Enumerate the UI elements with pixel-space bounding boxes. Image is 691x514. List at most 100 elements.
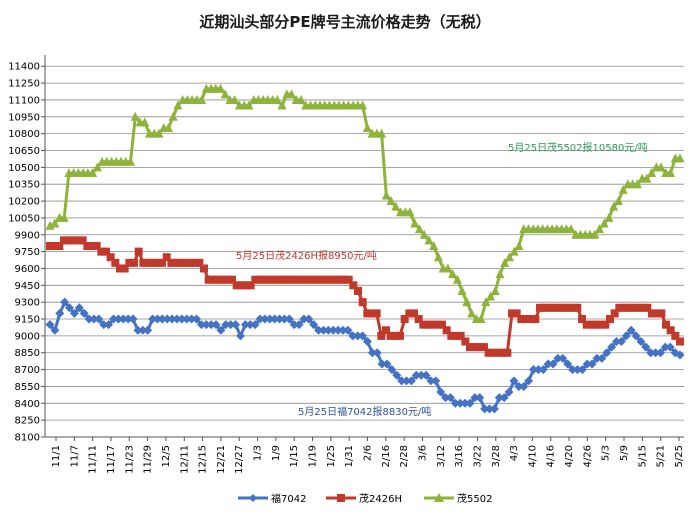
x-tick-label: 1/31 (344, 445, 355, 467)
data-point (647, 167, 657, 177)
x-tick-label: 11/23 (124, 445, 135, 474)
data-point (216, 83, 226, 93)
data-point (495, 269, 505, 279)
series-group (45, 83, 685, 414)
data-point (594, 224, 604, 234)
data-point (130, 258, 138, 267)
data-point (648, 309, 656, 318)
data-point (60, 297, 70, 307)
data-point (84, 314, 94, 324)
data-point (442, 326, 451, 335)
x-tick-label: 1/25 (326, 445, 337, 467)
data-point (486, 291, 496, 301)
data-point (470, 393, 480, 403)
data-point (405, 207, 415, 217)
annotations: 5月25日茂5502报10580元/吨 5月25日茂2426H报8950元/吨 … (236, 141, 648, 418)
data-point (50, 325, 60, 335)
data-point (265, 314, 275, 324)
data-point (50, 218, 60, 228)
data-point (592, 320, 600, 329)
data-point (626, 325, 636, 335)
data-point (441, 393, 451, 403)
data-point (333, 325, 343, 335)
data-point (545, 303, 554, 312)
data-point (675, 153, 685, 163)
data-point (214, 275, 222, 284)
data-point (494, 348, 502, 357)
data-point (445, 393, 455, 403)
data-point (284, 314, 294, 324)
data-point (348, 331, 358, 341)
data-point (172, 314, 182, 324)
data-point (201, 320, 211, 330)
axes (44, 55, 684, 438)
data-point (612, 337, 622, 346)
y-tick-label: 8400 (15, 399, 40, 410)
data-point (592, 353, 602, 363)
data-point (461, 337, 470, 346)
data-point (377, 359, 387, 369)
data-point (64, 236, 73, 245)
x-tick-label: 4/26 (582, 445, 593, 467)
data-point (411, 370, 421, 380)
data-point (577, 365, 587, 375)
data-point (94, 314, 104, 324)
x-tick-label: 5/15 (637, 445, 648, 467)
data-point (237, 281, 246, 290)
data-point (59, 212, 69, 222)
chart-title: 近期汕头部分PE牌号主流价格走势（无税） (199, 13, 490, 31)
data-point (211, 320, 221, 330)
x-tick-label: 1/3 (253, 445, 264, 461)
x-tick-label: 3/28 (491, 445, 502, 467)
data-point (69, 236, 78, 245)
data-point (256, 275, 264, 284)
data-point (358, 298, 367, 307)
x-tick-label: 4/16 (546, 445, 557, 467)
annotation-mao5502: 5月25日茂5502报10580元/吨 (508, 141, 648, 154)
data-point (460, 398, 470, 408)
legend-item-mao2426h: 茂2426H (326, 492, 402, 505)
legend-marker-fu7042 (249, 494, 257, 502)
data-point (163, 123, 173, 133)
data-point (288, 275, 297, 284)
data-point (568, 365, 578, 375)
data-point (265, 275, 274, 284)
x-axis-tick-labels: 11/1 11/7 11/11 11/17 11/23 11/29 12/5 12/11 12/… (51, 437, 685, 474)
data-point (88, 242, 96, 250)
data-point (597, 353, 607, 363)
data-point (226, 320, 236, 330)
data-point (582, 320, 591, 329)
legend-label-mao5502: 茂5502 (457, 492, 492, 505)
y-tick-label: 10050 (8, 213, 40, 224)
data-point (522, 315, 530, 324)
y-tick-label: 9900 (15, 230, 40, 241)
x-tick-label: 2/16 (381, 445, 392, 467)
data-point (293, 275, 302, 284)
data-point (382, 326, 390, 335)
data-point (128, 314, 138, 324)
data-point (235, 331, 245, 341)
data-point (455, 398, 465, 408)
x-tick-label: 1/15 (289, 445, 300, 467)
data-point (636, 337, 646, 346)
data-point (245, 320, 255, 330)
data-point (60, 236, 68, 245)
y-tick-label: 8700 (15, 365, 40, 376)
data-point (533, 365, 543, 375)
data-point (452, 274, 462, 284)
data-point (610, 309, 619, 318)
data-point (232, 281, 241, 290)
x-tick-label: 11/17 (106, 445, 117, 474)
data-point (140, 117, 150, 127)
y-tick-label: 11250 (8, 79, 40, 90)
data-point (554, 303, 563, 312)
data-point (642, 173, 652, 183)
data-point (467, 308, 477, 318)
data-point (168, 111, 178, 121)
x-tick-label: 5/25 (674, 445, 685, 467)
data-point (582, 359, 592, 369)
data-point (328, 325, 338, 335)
data-point (144, 258, 152, 267)
data-point (382, 359, 392, 369)
data-point (372, 348, 382, 358)
